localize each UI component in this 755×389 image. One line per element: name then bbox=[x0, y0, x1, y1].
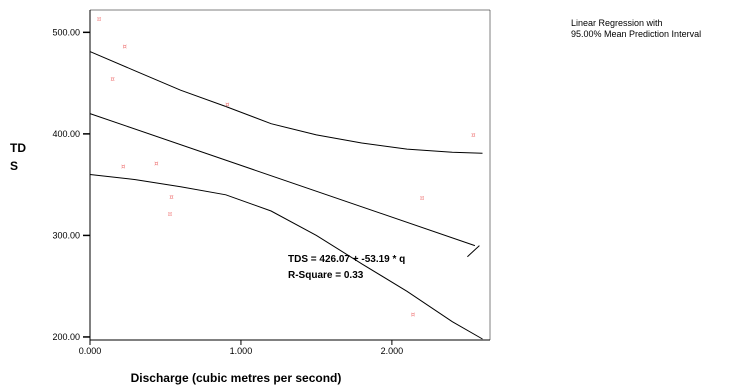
data-point-marker: ¤ bbox=[110, 76, 115, 84]
legend-line-1: Linear Regression with bbox=[571, 18, 663, 28]
data-point-marker: ¤ bbox=[471, 131, 476, 139]
y-tick-label: 400.00 bbox=[52, 129, 80, 139]
y-tick-label: 300.00 bbox=[52, 230, 80, 240]
data-point-marker: ¤ bbox=[97, 16, 102, 24]
x-tick-label: 0.000 bbox=[79, 346, 102, 356]
x-axis-ticks: 0.000 1.000 2.000 bbox=[79, 340, 403, 356]
upper-prediction-band bbox=[89, 51, 483, 154]
data-point-marker: ¤ bbox=[122, 43, 127, 51]
lower-prediction-band bbox=[89, 174, 483, 340]
x-tick-label: 2.000 bbox=[381, 346, 404, 356]
regression-line-tail bbox=[467, 245, 480, 258]
regression-curves bbox=[89, 51, 483, 340]
data-point-marker: ¤ bbox=[411, 311, 416, 319]
x-tick-label: 1.000 bbox=[230, 346, 253, 356]
regression-equation: TDS = 426.07 + -53.19 * q bbox=[288, 254, 405, 265]
data-point-marker: ¤ bbox=[154, 160, 159, 168]
data-point-marker: ¤ bbox=[121, 163, 126, 171]
data-point-marker: ¤ bbox=[169, 193, 174, 201]
y-axis-title-line-2: S bbox=[10, 159, 18, 173]
data-point-marker: ¤ bbox=[168, 211, 173, 219]
x-axis-title: Discharge (cubic metres per second) bbox=[131, 371, 342, 385]
regression-line bbox=[89, 113, 476, 247]
y-axis-title-line-1: TD bbox=[10, 141, 26, 155]
plot-area bbox=[89, 9, 491, 341]
r-square-label: R-Square = 0.33 bbox=[288, 270, 364, 281]
y-tick-label: 500.00 bbox=[52, 27, 80, 37]
legend-line-2: 95.00% Mean Prediction Interval bbox=[571, 29, 701, 39]
data-point-marker: ¤ bbox=[225, 101, 230, 109]
data-points: ¤ ¤ ¤ ¤ ¤ ¤ ¤ ¤ ¤ ¤ ¤ bbox=[97, 16, 476, 319]
data-point-marker: ¤ bbox=[420, 194, 425, 202]
y-tick-label: 200.00 bbox=[52, 332, 80, 342]
y-axis-ticks: 200.00 300.00 400.00 500.00 bbox=[52, 27, 90, 342]
